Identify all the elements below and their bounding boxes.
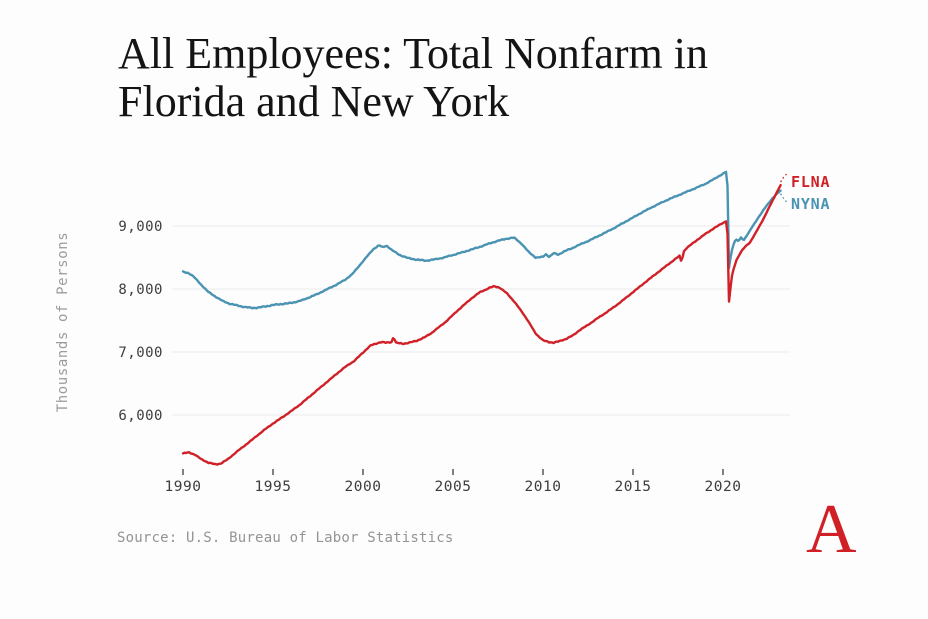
y-tick-label: 7,000 xyxy=(118,345,163,361)
series-line-nyna xyxy=(181,170,782,310)
source-note: Source: U.S. Bureau of Labor Statistics xyxy=(117,530,454,546)
x-tick-label: 2020 xyxy=(705,479,742,495)
legend-label-nyna: NYNA xyxy=(791,195,830,213)
y-tick-label: 9,000 xyxy=(118,219,163,235)
chart-title-line2: Florida and New York xyxy=(118,77,510,126)
leader-line-flna xyxy=(780,172,789,183)
series-line-flna xyxy=(181,183,782,466)
leader-line-nyna xyxy=(780,193,789,204)
legend-label-flna: FLNA xyxy=(791,173,830,191)
x-tick-label: 2010 xyxy=(525,479,562,495)
brand-logo-a: A xyxy=(806,491,857,568)
x-tick-label: 2015 xyxy=(615,479,652,495)
x-tick-label: 1990 xyxy=(165,479,202,495)
x-tick-label: 1995 xyxy=(255,479,292,495)
chart-title: All Employees: Total Nonfarm in Florida … xyxy=(118,30,798,126)
y-tick-label: 8,000 xyxy=(118,282,163,298)
x-tick-label: 2000 xyxy=(345,479,382,495)
y-tick-label: 6,000 xyxy=(118,408,163,424)
x-tick-label: 2005 xyxy=(435,479,472,495)
chart-title-line1: All Employees: Total Nonfarm in xyxy=(118,29,709,78)
